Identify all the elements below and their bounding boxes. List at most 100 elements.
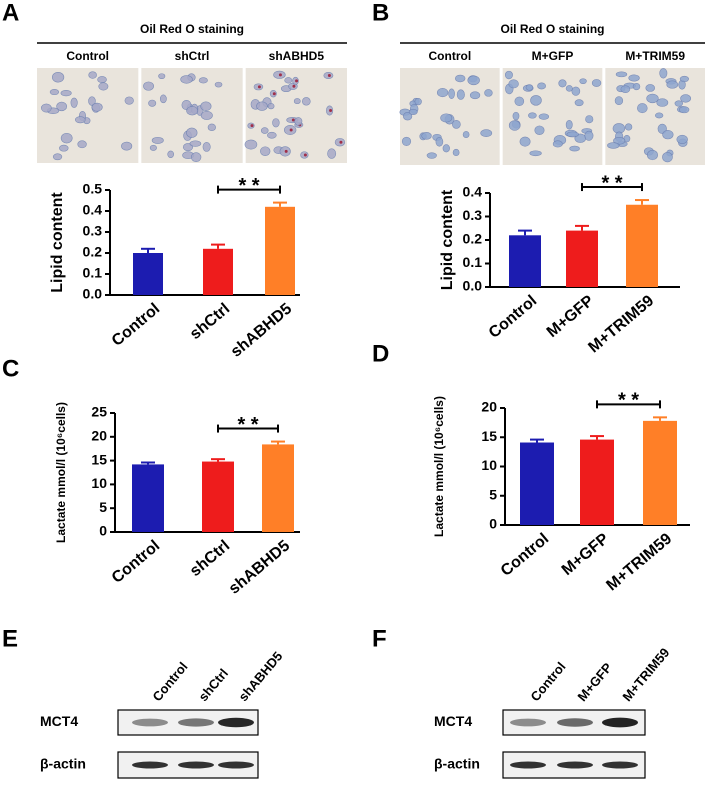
- cell: [301, 97, 311, 106]
- x-tick-label: M+GFP: [559, 530, 613, 579]
- bar: [626, 204, 658, 287]
- lipid-droplet: [289, 128, 293, 132]
- x-tick-label: shCtrl: [187, 300, 233, 343]
- lipid-droplet: [327, 73, 331, 77]
- x-tick-label: M+TRIM59: [585, 292, 657, 356]
- cell: [666, 80, 679, 89]
- bar: [202, 461, 234, 532]
- cell: [456, 89, 465, 100]
- panel-label: B: [372, 0, 389, 26]
- cell: [421, 132, 432, 140]
- lane-label: Control: [527, 659, 568, 704]
- cell: [674, 100, 683, 107]
- cell: [615, 71, 628, 78]
- cell: [558, 79, 567, 88]
- cell: [426, 152, 437, 159]
- group-label: shCtrl: [175, 49, 210, 63]
- lane-label: M+TRIM59: [619, 645, 672, 704]
- y-tick-label: 0.1: [463, 254, 483, 270]
- y-tick-label: 5: [489, 486, 497, 502]
- cell: [408, 108, 418, 115]
- micrograph: [605, 68, 705, 165]
- y-tick-label: 20: [91, 428, 107, 444]
- x-tick-label: Control: [109, 537, 164, 587]
- y-tick-label: 20: [481, 399, 497, 415]
- cell: [198, 77, 208, 84]
- cell: [440, 113, 453, 123]
- lipid-droplet: [272, 92, 276, 96]
- y-tick-label: 0.0: [463, 278, 483, 294]
- cell: [452, 148, 460, 157]
- cell: [530, 95, 542, 106]
- cell: [70, 97, 78, 108]
- cell: [469, 91, 481, 100]
- y-tick-label: 0.0: [83, 286, 103, 302]
- cell: [571, 86, 581, 96]
- cell: [267, 131, 277, 139]
- cell: [614, 96, 624, 106]
- cell: [200, 101, 212, 112]
- cell: [190, 152, 202, 163]
- x-tick-label: M+TRIM59: [603, 530, 675, 594]
- cell: [267, 103, 275, 110]
- cell: [585, 115, 594, 124]
- cell: [566, 131, 579, 138]
- lipid-droplet: [291, 118, 295, 122]
- cell: [293, 98, 301, 105]
- cell: [620, 85, 631, 94]
- cell: [448, 88, 455, 100]
- cell: [256, 101, 268, 111]
- cell: [467, 75, 480, 86]
- cell: [60, 89, 72, 97]
- y-tick-label: 0.5: [83, 181, 103, 197]
- y-tick-label: 0.4: [463, 184, 483, 200]
- band: [132, 718, 168, 727]
- cell: [52, 153, 63, 161]
- cell: [260, 146, 271, 156]
- cell: [659, 68, 668, 79]
- cell: [151, 136, 164, 144]
- cell: [574, 99, 584, 107]
- y-tick-label: 0.1: [83, 265, 103, 281]
- cell: [680, 94, 692, 103]
- cell: [508, 120, 521, 131]
- cell: [260, 127, 269, 134]
- x-tick-label: Control: [498, 530, 553, 580]
- bar: [133, 253, 163, 295]
- bar: [265, 206, 295, 295]
- panel-label: F: [372, 625, 387, 652]
- bar: [566, 230, 598, 287]
- cell: [207, 123, 216, 132]
- cell: [552, 140, 563, 148]
- cell: [519, 136, 531, 147]
- bar: [262, 444, 294, 532]
- band: [178, 718, 214, 727]
- cell: [51, 72, 65, 83]
- x-tick-label: shABHD5: [226, 537, 294, 598]
- cell: [525, 84, 534, 91]
- y-axis-label: Lactate mmol/l (10⁶cells): [432, 396, 446, 537]
- cell: [41, 103, 52, 113]
- cell: [284, 77, 293, 84]
- x-tick-label: shABHD5: [228, 300, 296, 361]
- group-label: M+TRIM59: [625, 49, 685, 63]
- panel-label: A: [2, 0, 19, 26]
- cell: [97, 76, 107, 83]
- group-label: Control: [429, 49, 472, 63]
- band: [510, 761, 546, 769]
- row-label: β-actin: [434, 756, 480, 772]
- lipid-droplet: [284, 149, 288, 153]
- y-tick-label: 0: [489, 516, 497, 532]
- cell: [159, 94, 167, 104]
- cell: [480, 129, 493, 137]
- cell: [679, 106, 690, 114]
- significance-label: * *: [618, 390, 639, 412]
- y-axis-label: Lipid content: [49, 192, 66, 293]
- band: [557, 761, 593, 769]
- lipid-droplet: [278, 73, 282, 77]
- cell: [565, 85, 573, 92]
- cell: [656, 98, 669, 107]
- cell: [679, 75, 689, 83]
- cell: [632, 83, 641, 91]
- y-tick-label: 10: [481, 457, 497, 473]
